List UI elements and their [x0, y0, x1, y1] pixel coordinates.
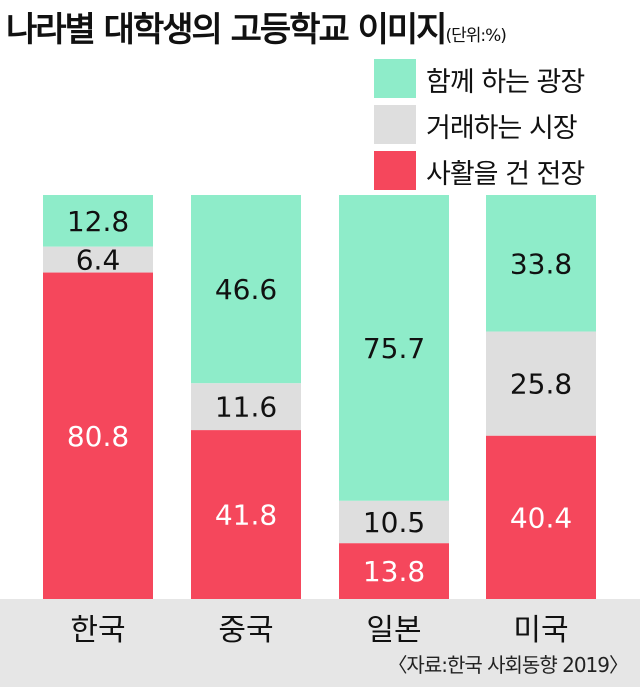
bar-segment-usa-square [486, 195, 596, 332]
data-label-korea-battlefield: 80.8 [67, 420, 129, 453]
category-label-korea: 한국 [70, 613, 125, 648]
data-label-japan-battlefield: 13.8 [363, 555, 425, 588]
data-label-japan-market: 10.5 [363, 506, 425, 539]
legend-item-square: 함께 하는 광장 [374, 56, 640, 102]
category-label-usa: 미국 [513, 613, 568, 648]
bar-segment-korea-battlefield [43, 272, 153, 599]
bar-segment-usa-battlefield [486, 435, 596, 599]
legend-label-square: 함께 하는 광장 [426, 67, 585, 98]
bar-segment-china-battlefield [191, 430, 301, 599]
data-label-china-battlefield: 41.8 [215, 499, 277, 532]
legend-item-market: 거래하는 시장 [374, 102, 640, 148]
data-label-usa-battlefield: 40.4 [510, 501, 572, 534]
data-label-korea-market: 6.4 [76, 244, 121, 277]
bar-segment-korea-square [43, 195, 153, 247]
data-label-usa-market: 25.8 [510, 368, 572, 401]
category-band [0, 599, 640, 687]
legend-label-battlefield: 사활을 건 전장 [426, 159, 585, 190]
legend-swatch-battlefield [374, 151, 416, 190]
chart-title: 나라별 대학생의 고등학교 이미지(단위:%) [6, 2, 507, 51]
bar-segment-usa-market [486, 331, 596, 436]
category-label-japan: 일본 [366, 613, 421, 648]
legend-label-market: 거래하는 시장 [426, 113, 578, 144]
data-label-china-market: 11.6 [215, 391, 277, 424]
unit-label: (단위:%) [445, 26, 506, 46]
source-note: 〈자료:한국 사회동향 2019〉 [387, 653, 629, 677]
bar-segment-china-market [191, 383, 301, 431]
bar-segment-china-square [191, 195, 301, 384]
legend-swatch-square [374, 59, 416, 98]
bar-segment-japan-battlefield [339, 543, 449, 599]
chart-title-text: 나라별 대학생의 고등학교 이미지 [6, 10, 447, 50]
data-label-china-square: 46.6 [215, 273, 277, 306]
data-label-korea-square: 12.8 [67, 205, 129, 238]
bar-segment-japan-market [339, 500, 449, 544]
category-label-china: 중국 [218, 613, 273, 648]
legend-swatch-market [374, 105, 416, 144]
legend-item-battlefield: 사활을 건 전장 [374, 148, 640, 194]
data-label-usa-square: 33.8 [510, 247, 572, 280]
legend: 함께 하는 광장 거래하는 시장 사활을 건 전장 [374, 56, 640, 194]
bar-segment-korea-market [43, 246, 153, 273]
bar-segment-japan-square [339, 195, 449, 501]
data-label-japan-square: 75.7 [363, 332, 425, 365]
